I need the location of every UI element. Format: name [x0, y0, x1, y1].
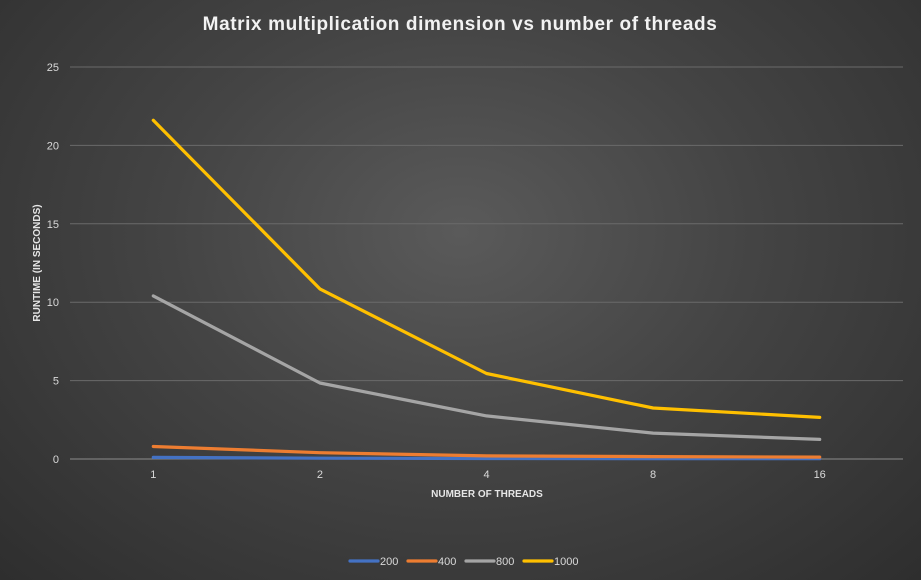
- y-tick-label: 0: [53, 454, 59, 466]
- x-tick-label: 16: [814, 469, 826, 481]
- series-line-800: [151, 294, 822, 441]
- legend-label: 1000: [554, 556, 578, 568]
- x-tick-label: 2: [317, 469, 323, 481]
- legend-item-800: 800: [464, 556, 514, 568]
- y-tick-label: 10: [47, 297, 59, 309]
- chart-title: Matrix multiplication dimension vs numbe…: [203, 14, 718, 35]
- legend-item-1000: 1000: [522, 556, 578, 568]
- y-tick-label: 25: [47, 62, 59, 74]
- legend: 200 400 800 1000: [348, 556, 578, 568]
- x-tick-label: 8: [650, 469, 656, 481]
- legend-label: 800: [496, 556, 514, 568]
- legend-label: 200: [380, 556, 398, 568]
- y-tick-label: 15: [47, 219, 59, 231]
- x-tick-label: 1: [150, 469, 156, 481]
- y-axis-title: RUNTIME (IN SECONDS): [32, 204, 43, 321]
- legend-item-400: 400: [406, 556, 456, 568]
- legend-label: 400: [438, 556, 456, 568]
- series-line-400: [151, 444, 822, 459]
- y-axis-ticks: 0 5 10 15 20 25: [47, 62, 59, 466]
- y-tick-label: 20: [47, 140, 59, 152]
- x-tick-label: 4: [483, 469, 489, 481]
- y-tick-label: 5: [53, 376, 59, 388]
- gridlines: [70, 66, 903, 460]
- series-line-1000: [151, 118, 822, 419]
- series-line-200: [151, 455, 822, 461]
- legend-item-200: 200: [348, 556, 398, 568]
- x-axis-title: NUMBER OF THREADS: [431, 489, 543, 500]
- x-axis-ticks: 1 2 4 8 16: [150, 469, 826, 481]
- series-lines: [151, 118, 822, 461]
